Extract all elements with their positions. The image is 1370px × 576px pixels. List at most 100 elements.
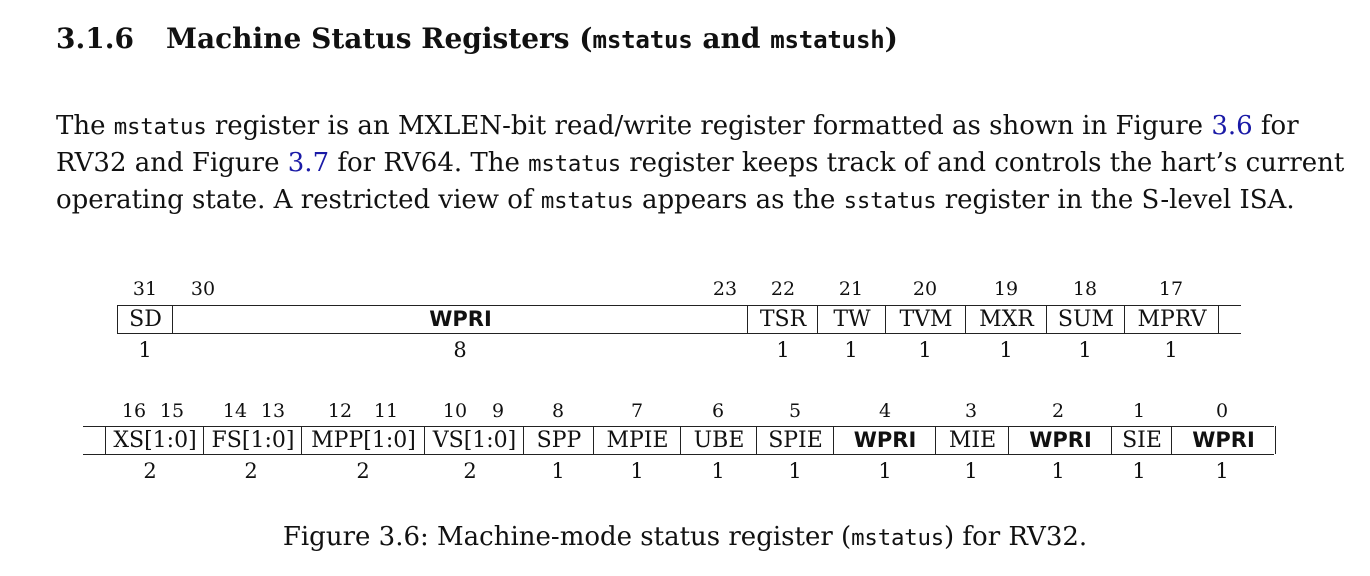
bit-number: 21 (838, 278, 864, 300)
field-row-2: XS[1:0] FS[1:0] MPP[1:0] VS[1:0] SPP MPI… (0, 426, 1370, 456)
field-spie: SPIE (756, 426, 834, 454)
bit-number: 23 (712, 278, 738, 300)
text: for (1252, 111, 1299, 141)
field-width: 2 (356, 459, 370, 483)
section-number: 3.1.6 (56, 22, 134, 55)
field-width: 1 (878, 459, 892, 483)
field-mie: MIE (935, 426, 1009, 454)
bit-number: 8 (551, 400, 565, 422)
field-fs: FS[1:0] (203, 426, 302, 454)
paragraph-line-2: RV32 and Figure 3.7 for RV64. The mstatu… (56, 145, 1344, 182)
bit-number: 9 (491, 400, 505, 422)
figure-ref-3-7-link[interactable]: 3.7 (287, 148, 330, 178)
section-title-code-mstatus: mstatus (592, 26, 693, 54)
row-top-border (83, 426, 1274, 427)
bit-number: 2 (1051, 400, 1065, 422)
field-width: 1 (551, 459, 565, 483)
field-width: 1 (788, 459, 802, 483)
section-title-post: ) (884, 22, 898, 55)
text: register is an MXLEN-bit read/write regi… (206, 111, 1212, 141)
field-width: 1 (1078, 338, 1092, 362)
field-widths-row-2: 2 2 2 2 1 1 1 1 1 1 1 1 1 (0, 459, 1370, 489)
bit-number: 12 (327, 400, 353, 422)
bit-number: 13 (260, 400, 286, 422)
bit-number: 19 (993, 278, 1019, 300)
field-mxr: MXR (965, 305, 1047, 333)
field-width: 1 (1132, 459, 1146, 483)
figure-caption: Figure 3.6: Machine-mode status register… (0, 522, 1370, 552)
bit-number: 20 (912, 278, 938, 300)
field-wpri: WPRI (1008, 426, 1112, 454)
text: register keeps track of and controls the… (620, 148, 1345, 178)
caption-text: ) for RV32. (944, 522, 1088, 552)
bit-number: 1 (1132, 400, 1146, 422)
field-width: 1 (1215, 459, 1229, 483)
row-end-divider (1218, 305, 1219, 333)
bit-numbers-row-2: 16 15 14 13 12 11 10 9 8 7 6 5 4 3 2 1 0 (0, 400, 1370, 430)
field-widths-row-1: 1 8 1 1 1 1 1 1 (0, 338, 1370, 368)
field-width: 2 (463, 459, 477, 483)
bit-number: 7 (630, 400, 644, 422)
field-row-1: SD WPRI TSR TW TVM MXR SUM MPRV (0, 305, 1370, 335)
field-width: 8 (453, 338, 467, 362)
field-sum: SUM (1046, 305, 1125, 333)
bit-number: 22 (770, 278, 796, 300)
field-width: 2 (143, 459, 157, 483)
paragraph-line-1: The mstatus register is an MXLEN-bit rea… (56, 108, 1306, 145)
field-width: 1 (138, 338, 152, 362)
field-width: 1 (844, 338, 858, 362)
bit-number: 0 (1215, 400, 1229, 422)
section-heading: 3.1.6 Machine Status Registers (mstatus a… (56, 22, 898, 55)
bit-number: 15 (159, 400, 185, 422)
section-title-mid: and (692, 22, 771, 55)
field-xs: XS[1:0] (105, 426, 204, 454)
field-sie: SIE (1111, 426, 1172, 454)
bit-number: 30 (190, 278, 216, 300)
field-tvm: TVM (885, 305, 966, 333)
bit-number: 6 (711, 400, 725, 422)
paragraph-line-3: operating state. A restricted view of ms… (56, 182, 1306, 219)
field-vs: VS[1:0] (424, 426, 524, 454)
field-tsr: TSR (747, 305, 818, 333)
figure-ref-3-6-link[interactable]: 3.6 (1211, 111, 1253, 141)
bit-number: 5 (788, 400, 802, 422)
field-width: 1 (776, 338, 790, 362)
row-bottom-border (117, 333, 1241, 334)
row-bottom-border (83, 454, 1274, 455)
code-sstatus: sstatus (843, 188, 937, 214)
field-width: 1 (964, 459, 978, 483)
field-mprv: MPRV (1124, 305, 1219, 333)
text: operating state. A restricted view of (56, 185, 541, 215)
field-mpie: MPIE (593, 426, 681, 454)
field-width: 1 (1164, 338, 1178, 362)
field-wpri: WPRI (833, 426, 936, 454)
section-title-code-mstatush: mstatush (770, 26, 885, 54)
code-mstatus: mstatus (540, 188, 634, 214)
row-top-border (117, 305, 1241, 306)
field-width: 1 (999, 338, 1013, 362)
text: RV32 and Figure (56, 148, 288, 178)
text: for RV64. The (329, 148, 529, 178)
field-width: 1 (630, 459, 644, 483)
section-title-pre: Machine Status Registers ( (166, 22, 593, 55)
bit-number: 18 (1072, 278, 1098, 300)
text: register in the S-level ISA. (936, 185, 1295, 215)
field-sd: SD (117, 305, 173, 333)
field-tw: TW (817, 305, 886, 333)
bit-number: 14 (222, 400, 248, 422)
bit-number: 3 (964, 400, 978, 422)
bit-number: 17 (1158, 278, 1184, 300)
bit-number: 31 (132, 278, 158, 300)
field-width: 1 (1051, 459, 1065, 483)
caption-code-mstatus: mstatus (851, 525, 945, 551)
bit-numbers-row-1: 31 30 23 22 21 20 19 18 17 (0, 278, 1370, 308)
text: appears as the (633, 185, 844, 215)
code-mstatus: mstatus (113, 114, 207, 140)
bit-number: 16 (121, 400, 147, 422)
field-wpri: WPRI (1171, 426, 1276, 454)
field-spp: SPP (523, 426, 594, 454)
field-mpp: MPP[1:0] (301, 426, 425, 454)
field-width: 2 (244, 459, 258, 483)
bit-number: 10 (442, 400, 468, 422)
caption-text: Figure 3.6: Machine-mode status register… (282, 522, 852, 552)
